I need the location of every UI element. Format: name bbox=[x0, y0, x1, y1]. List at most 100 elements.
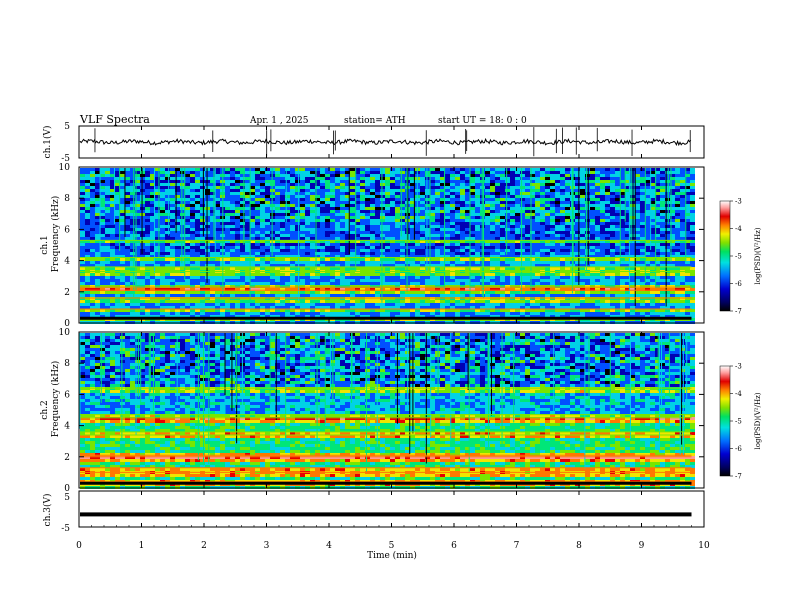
ch1-spectrogram-cell bbox=[505, 294, 510, 297]
ch2-colorbar: -3-4-5-6-7 log(PSD)(V²/Hz) bbox=[719, 363, 762, 481]
ch1-spectrogram-cell bbox=[290, 288, 295, 291]
ch1-spectrogram-cell bbox=[225, 231, 230, 234]
ch1-spectrogram-cell bbox=[185, 282, 190, 285]
ch1-spectrogram-cell bbox=[455, 222, 460, 225]
ch1-spectrogram-cell bbox=[450, 183, 455, 186]
ch1-spectrogram-cell bbox=[340, 300, 345, 303]
ch1-spectrogram-cell bbox=[165, 315, 170, 318]
ch1-spectrogram-cell bbox=[350, 222, 355, 225]
ch1-spectrogram-cell bbox=[90, 255, 95, 258]
ch1-spectrogram-cell bbox=[380, 228, 385, 231]
ch1-spectrogram-cell bbox=[350, 207, 355, 210]
ch1-spectrogram-cell bbox=[285, 198, 290, 201]
ch1-spectrogram-cell bbox=[265, 219, 270, 222]
ch1-spectrogram-cell bbox=[160, 195, 165, 198]
ch1-spectrogram-cell bbox=[335, 267, 340, 270]
ch1-spectrogram-cell bbox=[435, 231, 440, 234]
ch1-spectrogram-cell bbox=[185, 213, 190, 216]
chart-title: VLF Spectra bbox=[79, 113, 150, 126]
ch1-spectrogram-cell bbox=[460, 261, 465, 264]
ch1-spectrogram-cell bbox=[510, 243, 515, 246]
ch1-spectrogram-cell bbox=[320, 267, 325, 270]
ch1-spectrogram-cell bbox=[175, 213, 180, 216]
ch1-spectrogram-cell bbox=[90, 309, 95, 312]
ch1-spectrogram-cell bbox=[215, 252, 220, 255]
ch1-spectrogram-cell bbox=[170, 198, 175, 201]
ch1-spectrogram-cell bbox=[225, 204, 230, 207]
ch1-spectrogram-cell bbox=[465, 195, 470, 198]
ch1-spectrogram-cell bbox=[240, 267, 245, 270]
ch1-spectrogram-cell bbox=[295, 240, 300, 243]
ch1-spectrogram-cell bbox=[430, 195, 435, 198]
ch1-spectrogram-cell bbox=[100, 309, 105, 312]
ch1-spectrogram-cell bbox=[430, 237, 435, 240]
ch1-spectrogram-cell bbox=[475, 180, 480, 183]
ch1-spectrogram-cell bbox=[285, 210, 290, 213]
ch1-spectrogram-cell bbox=[145, 252, 150, 255]
ch1-spectrogram-cell bbox=[420, 210, 425, 213]
ch1-spectrogram-cell bbox=[410, 312, 415, 315]
ch1-spectrogram-cell bbox=[385, 210, 390, 213]
ch1-spectrogram-cell bbox=[100, 276, 105, 279]
ch1-spectrogram-cell bbox=[380, 273, 385, 276]
ch1-spectrogram-cell bbox=[275, 177, 280, 180]
ch1-colorbar-label: log(PSD)(V²/Hz) bbox=[754, 227, 762, 284]
ch1-spectrogram-cell bbox=[550, 252, 555, 255]
ch1-spectrogram-cell bbox=[315, 183, 320, 186]
ch1-spectrogram-cell bbox=[190, 273, 195, 276]
ch1-spectrogram-cell bbox=[505, 285, 510, 288]
ch1-spectrogram-cell bbox=[125, 225, 130, 228]
ch1-spectrogram-cell bbox=[470, 246, 475, 249]
ch1-spectrogram-cell bbox=[515, 306, 520, 309]
ch1-spectrogram-cell bbox=[495, 213, 500, 216]
ch1-spectrogram-cell bbox=[235, 309, 240, 312]
ch1-spectrogram-cell bbox=[90, 285, 95, 288]
ch1-spectrogram-cell bbox=[505, 204, 510, 207]
ch1-spectrogram-cell bbox=[305, 204, 310, 207]
ch1-spectrogram-cell bbox=[260, 171, 265, 174]
ch1-spectrogram-cell bbox=[290, 219, 295, 222]
ch1-spectrogram-cell bbox=[385, 252, 390, 255]
ch1-spectrogram-cell bbox=[365, 186, 370, 189]
ch1-spectrogram-cell bbox=[320, 198, 325, 201]
ch1-spectrogram-cell bbox=[500, 315, 505, 318]
ch1-spectrogram-cell bbox=[275, 174, 280, 177]
ch1-spectrogram-cell bbox=[165, 198, 170, 201]
ch1-spectrogram-cell bbox=[185, 201, 190, 204]
ch1-spectrogram-cell bbox=[245, 222, 250, 225]
ch1-spectrogram-cell bbox=[210, 300, 215, 303]
ch1-spectrogram-cell bbox=[505, 228, 510, 231]
ch1-spectrogram-cell bbox=[450, 294, 455, 297]
ch1-spectrogram-cell bbox=[460, 300, 465, 303]
ch1-spectrogram-cell bbox=[225, 249, 230, 252]
ch1-spectrogram-cell bbox=[520, 204, 525, 207]
ch1-spectrogram-cell bbox=[475, 300, 480, 303]
ch1-spectrogram-cell bbox=[530, 303, 535, 306]
ch1-spectrogram-cell bbox=[325, 204, 330, 207]
ch1-spectrogram-cell bbox=[245, 267, 250, 270]
ch1-spectrogram-cell bbox=[545, 255, 550, 258]
ch1-spectrogram-cell bbox=[310, 267, 315, 270]
ch1-spectrogram-cell bbox=[90, 243, 95, 246]
ch1-spectrogram-cell bbox=[255, 210, 260, 213]
ch1-spectrogram-cell bbox=[190, 189, 195, 192]
ch1-spectrogram-cell bbox=[165, 222, 170, 225]
ch1-spectrogram-cell bbox=[310, 285, 315, 288]
ch1-spectrogram-cell bbox=[130, 312, 135, 315]
ch1-spectrogram-cell bbox=[540, 294, 545, 297]
ch1-spectrogram-cell bbox=[475, 225, 480, 228]
ch1-spectrogram-cell bbox=[185, 231, 190, 234]
ch1-spectrogram-cell bbox=[230, 237, 235, 240]
ch1-spectrogram-cell bbox=[120, 309, 125, 312]
ch1-spectrogram-cell bbox=[110, 300, 115, 303]
ch1-spectrogram-cell bbox=[180, 279, 185, 282]
ch1-spectrogram-cell bbox=[295, 300, 300, 303]
ch1-spectrogram-cell bbox=[390, 189, 395, 192]
ch1-spectrogram-cell bbox=[200, 249, 205, 252]
ch1-spectrogram-cell bbox=[385, 243, 390, 246]
ch1-spectrogram-cell bbox=[290, 198, 295, 201]
ch1-spectrogram-cell bbox=[320, 312, 325, 315]
ch1-spectrogram-cell bbox=[410, 216, 415, 219]
ch1-spectrogram-cell bbox=[385, 231, 390, 234]
ch1-spectrogram-cell bbox=[150, 249, 155, 252]
